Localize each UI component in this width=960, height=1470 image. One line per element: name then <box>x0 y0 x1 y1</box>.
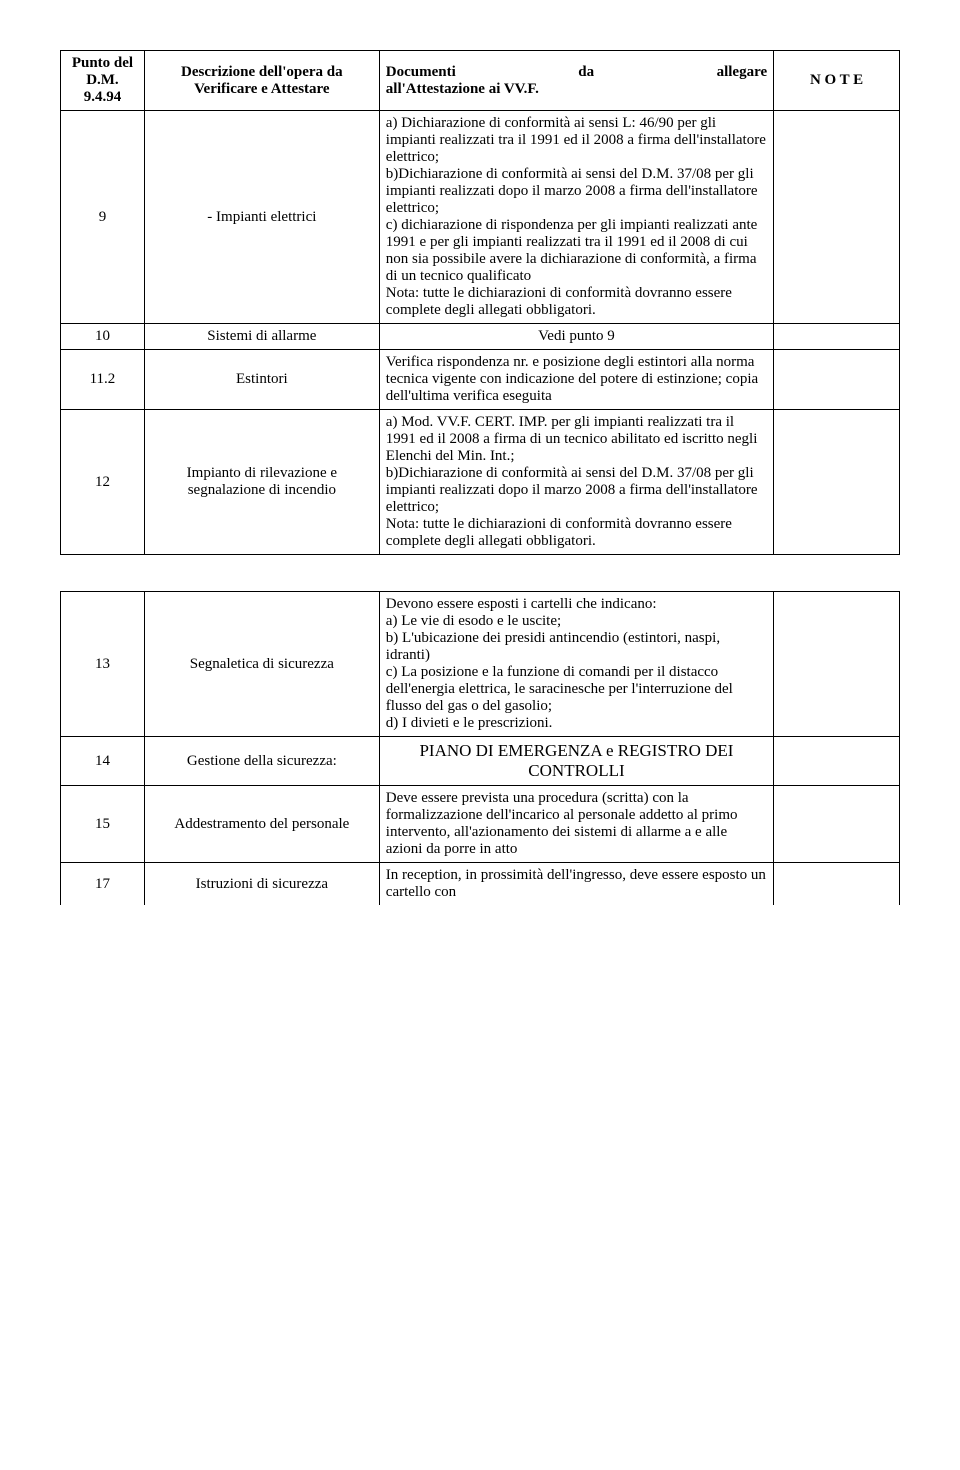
table-row: 13 Segnaletica di sicurezza Devono esser… <box>61 592 900 737</box>
table-2: 13 Segnaletica di sicurezza Devono esser… <box>60 591 900 905</box>
table-row: 10 Sistemi di allarme Vedi punto 9 <box>61 324 900 350</box>
table-row: 17 Istruzioni di sicurezza In reception,… <box>61 863 900 906</box>
row-desc: - Impianti elettrici <box>144 111 379 324</box>
row-doc: Verifica rispondenza nr. e posizione deg… <box>379 350 773 410</box>
row-doc: In reception, in prossimità dell'ingress… <box>379 863 773 906</box>
row-doc: PIANO DI EMERGENZA e REGISTRO DEI CONTRO… <box>379 737 773 786</box>
row-doc: Devono essere esposti i cartelli che ind… <box>379 592 773 737</box>
table-row: 12 Impianto di rilevazione e segnalazion… <box>61 410 900 555</box>
table-row: 11.2 Estintori Verifica rispondenza nr. … <box>61 350 900 410</box>
row-num: 11.2 <box>61 350 145 410</box>
row-desc: Istruzioni di sicurezza <box>144 863 379 906</box>
row-note <box>774 786 900 863</box>
row-num: 15 <box>61 786 145 863</box>
table-1: Punto del D.M. 9.4.94 Descrizione dell'o… <box>60 50 900 555</box>
row-note <box>774 324 900 350</box>
header-col4: N O T E <box>774 51 900 111</box>
row-num: 10 <box>61 324 145 350</box>
row-note <box>774 592 900 737</box>
row-num: 13 <box>61 592 145 737</box>
row-num: 12 <box>61 410 145 555</box>
row-desc: Sistemi di allarme <box>144 324 379 350</box>
row-doc: a) Mod. VV.F. CERT. IMP. per gli impiant… <box>379 410 773 555</box>
row-doc: Deve essere prevista una procedura (scri… <box>379 786 773 863</box>
row-doc: Vedi punto 9 <box>379 324 773 350</box>
row-note <box>774 350 900 410</box>
row-num: 17 <box>61 863 145 906</box>
row-num: 14 <box>61 737 145 786</box>
row-note <box>774 111 900 324</box>
table-row: 15 Addestramento del personale Deve esse… <box>61 786 900 863</box>
row-desc: Gestione della sicurezza: <box>144 737 379 786</box>
row-num: 9 <box>61 111 145 324</box>
row-note <box>774 737 900 786</box>
row-desc: Addestramento del personale <box>144 786 379 863</box>
row-desc: Estintori <box>144 350 379 410</box>
row-desc: Impianto di rilevazione e segnalazione d… <box>144 410 379 555</box>
table-row: 14 Gestione della sicurezza: PIANO DI EM… <box>61 737 900 786</box>
table-row: 9 - Impianti elettrici a) Dichiarazione … <box>61 111 900 324</box>
header-col2: Descrizione dell'opera da Verificare e A… <box>144 51 379 111</box>
header-col3: Documenti da allegare all'Attestazione a… <box>379 51 773 111</box>
row-desc: Segnaletica di sicurezza <box>144 592 379 737</box>
header-col1: Punto del D.M. 9.4.94 <box>61 51 145 111</box>
row-doc: a) Dichiarazione di conformità ai sensi … <box>379 111 773 324</box>
row-note <box>774 410 900 555</box>
table-header-row: Punto del D.M. 9.4.94 Descrizione dell'o… <box>61 51 900 111</box>
row-note <box>774 863 900 906</box>
